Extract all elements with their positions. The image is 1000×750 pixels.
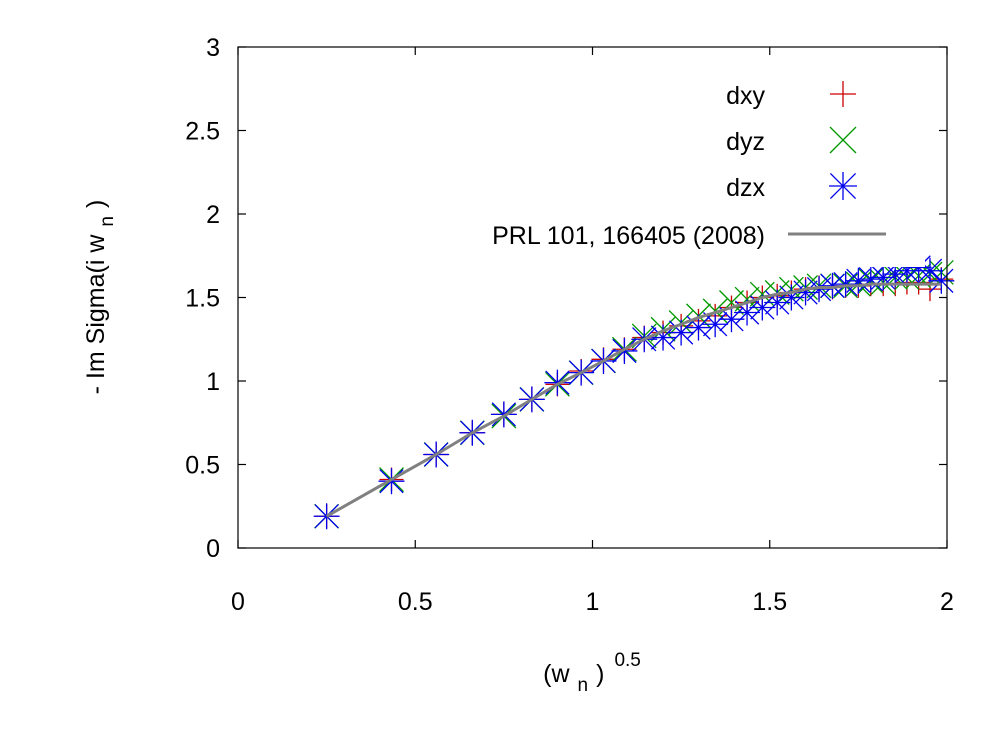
y-tick-label: 2.5 [185,118,220,146]
x-tick-label: 1 [586,588,600,616]
x-axis-label-main: (w [543,660,570,688]
legend-label-dzx: dzx [726,174,765,202]
y-axis-label-main: - Im Sigma(i w [82,234,110,395]
y-tick-label: 3 [206,34,220,62]
dzx-point [845,267,872,294]
series-dxy [314,267,954,529]
plot-markers [313,254,955,530]
series-prl-reference-line [325,282,942,518]
x-axis-label-sup: 0.5 [614,650,640,671]
x-tick-label: 0.5 [398,588,433,616]
y-tick-label: 2 [206,201,220,229]
x-tick-label: 2 [940,588,954,616]
x-tick-label: 1.5 [752,588,787,616]
y-tick-label: 1 [206,368,220,396]
legend-label-dyz: dyz [726,128,765,156]
dzx-point [650,324,677,351]
legend-label-prl: PRL 101, 166405 (2008) [492,222,765,250]
y-axis-label-close: ) [82,200,110,208]
y-tick-label: 0 [206,535,220,563]
y-tick-label: 1.5 [185,285,220,313]
dzx-point [928,267,955,294]
axis-tick-labels: 0 0.5 1 1.5 2 0 0.5 1 1.5 2 2.5 3 [185,34,954,616]
y-tick-label: 0.5 [185,452,220,480]
axis-ticks [237,46,948,549]
x-axis-label-sub: n [578,675,589,696]
legend-sample-dyz [829,126,857,154]
dzx-point [857,266,884,293]
dzx-point [668,319,695,346]
legend-sample-dxy [830,81,856,107]
x-axis-label-close: ) [596,660,604,688]
legend-label-dxy: dxy [726,82,765,110]
legend-sample-dzx [829,172,857,200]
legend: dxy dyz dzx PRL 101, 166405 (2008) [345,72,925,267]
x-tick-label: 0 [231,588,245,616]
x-axis-label: (w n) 0.5 [543,650,641,696]
series-dyz [314,259,954,529]
y-axis-label-sub: n [97,216,118,227]
y-axis-label: - Im Sigma(i w n) [82,200,118,395]
legend-markers [788,81,886,236]
